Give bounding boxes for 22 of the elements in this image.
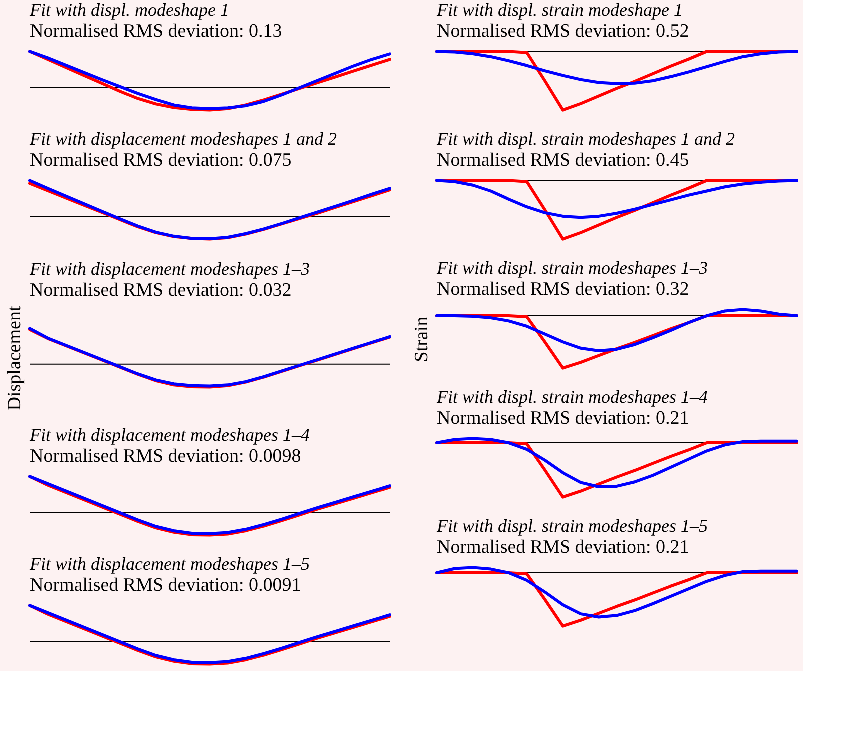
chart-subtitle: Normalised RMS deviation: 0.075 [30,150,292,171]
chart-subtitle: Normalised RMS deviation: 0.032 [30,280,292,301]
chart-subtitle: Normalised RMS deviation: 0.0098 [30,446,302,467]
y-axis-title: Displacement [4,306,26,411]
chart-title: Fit with displacement modeshapes 1–4 [29,425,310,445]
chart-title: Fit with displ. strain modeshapes 1–5 [436,516,708,536]
chart-title: Fit with displacement modeshapes 1 and 2 [29,129,337,149]
chart-title: Fit with displacement modeshapes 1–5 [29,554,310,574]
chart-subtitle: Normalised RMS deviation: 0.0091 [30,575,302,596]
chart-subtitle: Normalised RMS deviation: 0.45 [437,150,690,171]
chart-subtitle: Normalised RMS deviation: 0.21 [437,537,690,558]
chart-subtitle: Normalised RMS deviation: 0.52 [437,21,690,42]
chart-title: Fit with displ. strain modeshapes 1 and 2 [436,129,736,149]
y-axis-title: Strain [412,316,432,362]
chart-title: Fit with displ. strain modeshapes 1–4 [436,387,708,407]
chart-title: Fit with displ. strain modeshape 1 [436,0,684,20]
chart-subtitle: Normalised RMS deviation: 0.13 [30,21,282,42]
chart-title: Fit with displ. strain modeshapes 1–3 [436,258,708,278]
chart-title: Fit with displ. modeshape 1 [29,0,230,20]
chart-subtitle: Normalised RMS deviation: 0.32 [437,279,690,300]
chart-title: Fit with displacement modeshapes 1–3 [29,258,310,279]
chart-subtitle: Normalised RMS deviation: 0.21 [437,408,690,429]
